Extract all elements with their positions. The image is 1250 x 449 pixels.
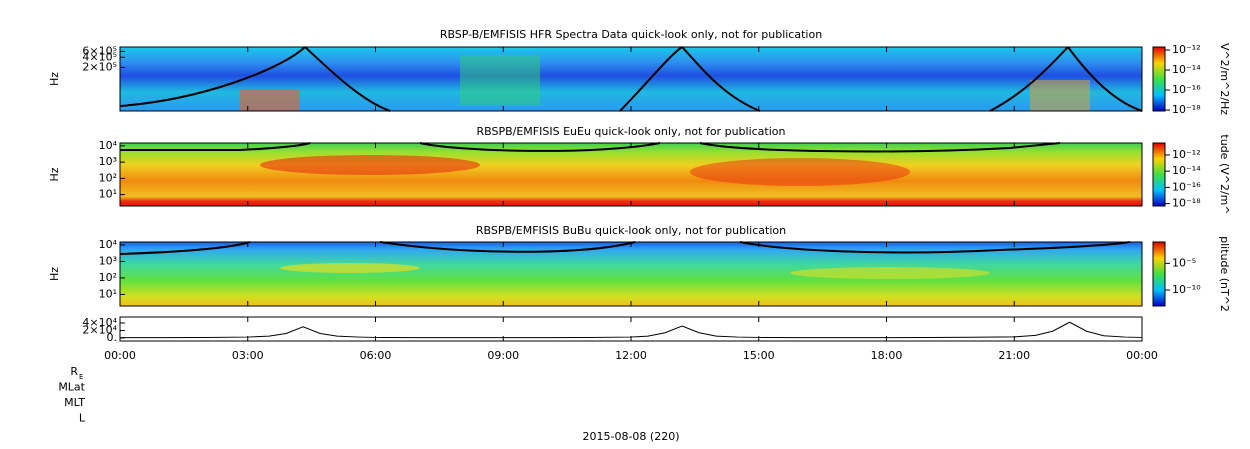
colorbar xyxy=(1152,46,1166,112)
colorbar-tick-label: 10⁻¹⁴ xyxy=(1172,63,1201,76)
colorbar-tick-label: 10⁻¹⁴ xyxy=(1172,164,1201,177)
y-tick-label: 10² xyxy=(99,271,117,284)
x-tick-label: 21:00 xyxy=(998,349,1030,362)
spectrogram-feature xyxy=(690,158,910,186)
y-tick-label: 10³ xyxy=(99,254,117,267)
colorbar-tick-label: 10⁻⁵ xyxy=(1172,256,1196,269)
y-tick-label: 2×10⁵ xyxy=(82,60,117,73)
spectrogram xyxy=(120,242,1142,306)
y-tick-label: 0. xyxy=(107,331,118,344)
colorbar-label: plitude (nT^2 xyxy=(1218,236,1231,312)
y-axis-label: Hz xyxy=(48,72,61,86)
colorbar-tick-label: 10⁻¹⁶ xyxy=(1172,83,1201,96)
spectrogram xyxy=(120,143,1142,206)
y-tick-label: 10¹ xyxy=(99,287,117,300)
x-tick-label: 09:00 xyxy=(487,349,519,362)
curve xyxy=(120,142,1061,153)
y-axis-label: Hz xyxy=(48,167,61,181)
colorbar-tick-label: 10⁻¹² xyxy=(1172,43,1201,56)
x-tick-label: 15:00 xyxy=(743,349,775,362)
curve xyxy=(619,46,761,112)
y-tick-label: 2×10⁴ xyxy=(82,324,117,337)
ephemeris-subscript: E xyxy=(79,373,83,381)
spectrogram-feature xyxy=(280,263,420,273)
y-tick-label: 6×10⁵ xyxy=(82,44,117,57)
x-tick-label: 06:00 xyxy=(360,349,392,362)
curve xyxy=(989,46,1143,112)
panel-title: RBSP-B/EMFISIS HFR Spectra Data quick-lo… xyxy=(440,28,822,41)
spectrogram-feature xyxy=(240,90,300,111)
ephemeris-label: L xyxy=(79,412,86,425)
y-tick-label: 10¹ xyxy=(99,188,117,201)
y-tick-label: 4×10⁴ xyxy=(82,316,117,329)
colorbar-label: V^2/m^2/Hz xyxy=(1218,43,1231,115)
spectrogram-feature xyxy=(260,155,480,175)
ephemeris-label: MLT xyxy=(64,396,85,409)
y-tick-label: 10² xyxy=(99,171,117,184)
ephemeris-label: R xyxy=(70,365,78,378)
colorbar-tick-label: 10⁻¹⁸ xyxy=(1172,197,1201,210)
y-axis-label: Hz xyxy=(48,267,61,281)
y-tick-label: 4×10⁵ xyxy=(82,50,117,63)
curve xyxy=(119,46,391,112)
gyrofrequency-curves xyxy=(119,46,1143,255)
panel-title: RBSPB/EMFISIS BuBu quick-look only, not … xyxy=(476,224,786,237)
curve xyxy=(119,241,1131,255)
date-label: 2015-08-08 (220) xyxy=(582,430,679,443)
colorbar-tick-label: 10⁻¹² xyxy=(1172,148,1201,161)
y-tick-label: 10³ xyxy=(99,155,117,168)
colorbar xyxy=(1152,142,1166,207)
panel-title: RBSPB/EMFISIS EuEu quick-look only, not … xyxy=(476,125,785,138)
spectrogram-feature xyxy=(1030,80,1090,111)
y-tick-label: 10⁴ xyxy=(99,238,118,251)
colorbar-tick-label: 10⁻¹⁶ xyxy=(1172,180,1201,193)
x-tick-label: 03:00 xyxy=(232,349,264,362)
x-tick-label: 18:00 xyxy=(871,349,903,362)
spectrogram-feature xyxy=(790,267,990,279)
colorbar xyxy=(1152,241,1166,307)
ephemeris-label: MLat xyxy=(58,381,85,394)
colorbar-tick-label: 10⁻¹⁸ xyxy=(1172,103,1201,116)
y-tick-label: 10⁴ xyxy=(99,139,118,152)
x-tick-label: 00:00 xyxy=(1126,349,1158,362)
spectrogram-feature xyxy=(460,55,540,105)
colorbar-label: tude (V^2/m^ xyxy=(1218,134,1231,214)
x-tick-label: 00:00 xyxy=(104,349,136,362)
line xyxy=(120,321,1143,339)
colorbar-tick-label: 10⁻¹⁰ xyxy=(1172,283,1201,296)
x-tick-label: 12:00 xyxy=(615,349,647,362)
